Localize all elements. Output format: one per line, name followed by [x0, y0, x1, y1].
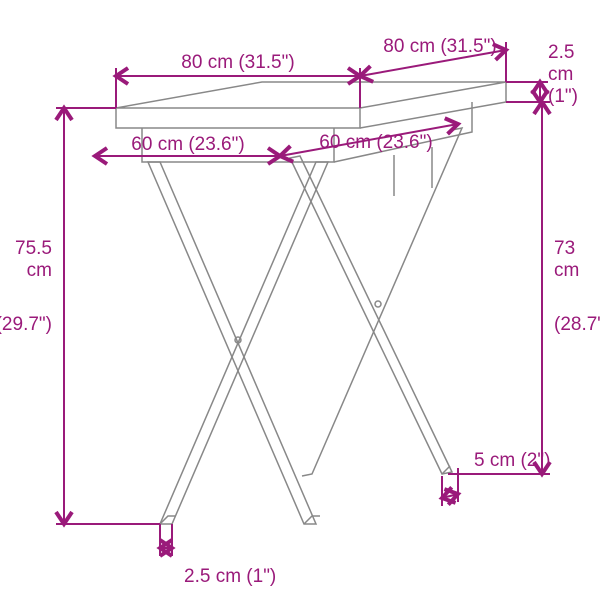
dim-under-height-line1: 73	[554, 238, 575, 259]
table-dimension-diagram: 80 cm (31.5") 80 cm (31.5") 2.5 cm (1") …	[0, 0, 600, 600]
dim-thickness-line3: (1")	[548, 86, 578, 107]
dim-total-height-line3: (29.7")	[0, 314, 52, 335]
dim-under-height-line2: cm	[554, 260, 579, 281]
dim-top-depth: 80 cm (31.5")	[360, 36, 506, 82]
dim-thickness-line1: 2.5	[548, 42, 574, 63]
dim-frame-width-label: 60 cm (23.6")	[131, 134, 244, 155]
dim-leg-width: 2.5 cm (1")	[160, 524, 276, 587]
dim-total-height: 75.5 cm (29.7")	[0, 108, 160, 524]
dim-frame-depth-label: 60 cm (23.6")	[319, 132, 432, 153]
dim-leg-depth: 5 cm (2")	[442, 450, 550, 506]
dim-thickness-line2: cm	[548, 64, 573, 85]
dim-under-height-line3: (28.7")	[554, 314, 600, 335]
dim-frame-width: 60 cm (23.6")	[95, 134, 280, 156]
dim-top-depth-label: 80 cm (31.5")	[383, 36, 496, 57]
dim-total-height-line2: cm	[27, 260, 52, 281]
dim-leg-depth-label: 5 cm (2")	[474, 450, 550, 471]
dim-total-height-line1: 75.5	[15, 238, 52, 259]
dim-top-width: 80 cm (31.5")	[116, 52, 360, 108]
dim-top-width-label: 80 cm (31.5")	[181, 52, 294, 73]
dim-under-height: 73 cm (28.7")	[448, 102, 600, 474]
dim-top-thickness: 2.5 cm (1")	[506, 42, 578, 107]
dim-leg-width-label: 2.5 cm (1")	[184, 566, 276, 587]
dim-frame-depth: 60 cm (23.6")	[280, 124, 458, 156]
